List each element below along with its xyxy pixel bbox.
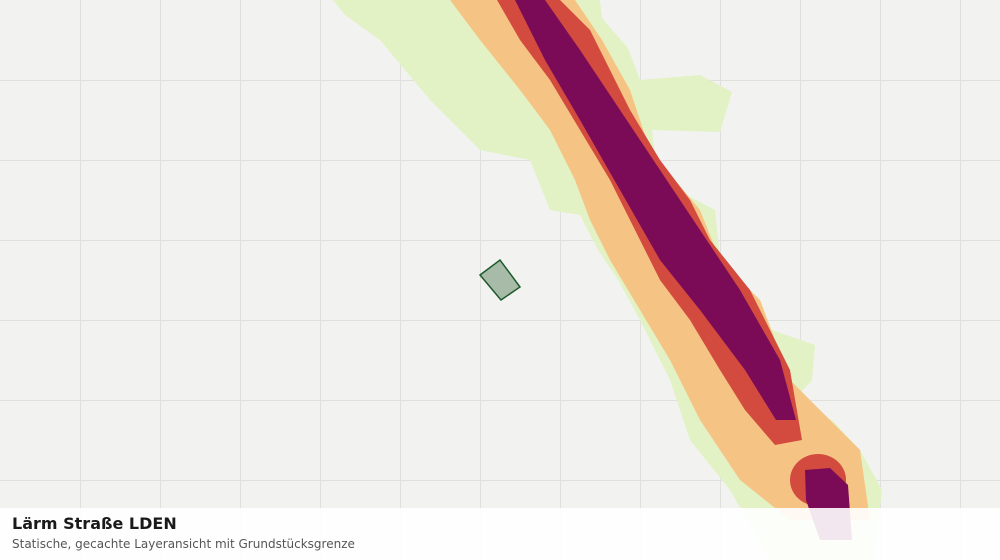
layer-title: Lärm Straße LDEN [12, 514, 177, 533]
parcel-boundary [478, 258, 522, 302]
footer: Lärm Straße LDEN Statische, gecachte Lay… [0, 508, 1000, 560]
layer-subtitle: Statische, gecachte Layeransicht mit Gru… [12, 537, 355, 551]
noise-zone-very-high [515, 0, 796, 420]
